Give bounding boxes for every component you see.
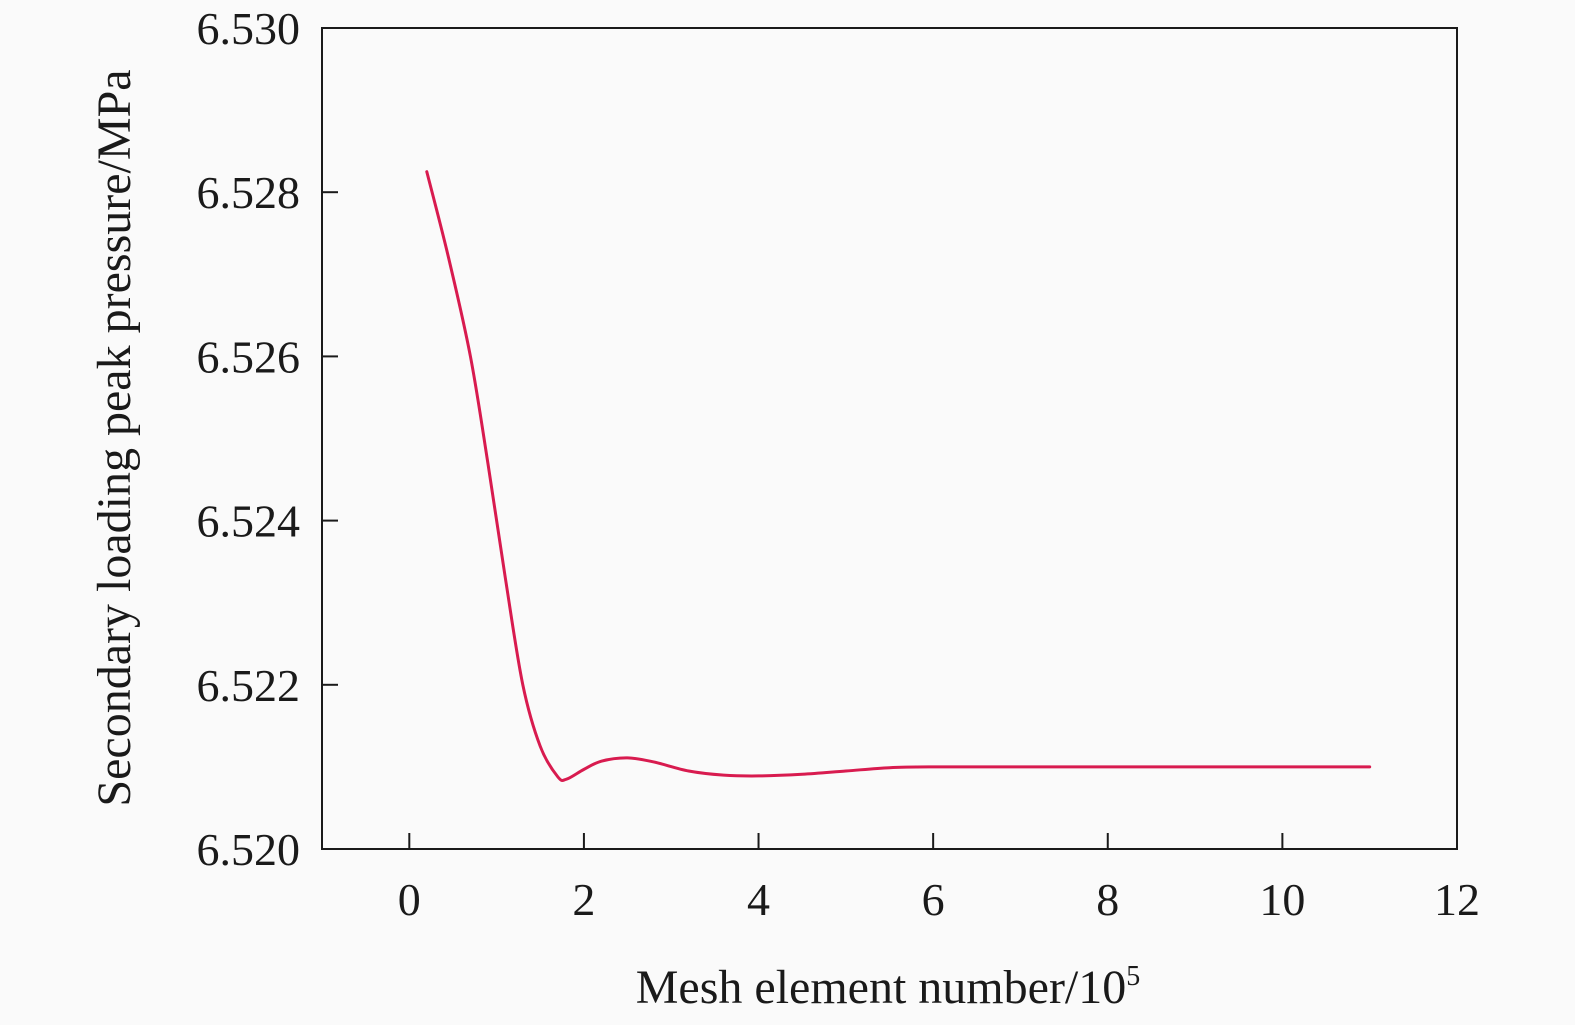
x-tick-label: 6 [922,874,945,925]
x-axis-title: Mesh element number/105 [636,961,1141,1014]
series-group [425,170,1372,782]
y-tick-label: 6.522 [197,660,301,711]
y-tick-label: 6.526 [197,331,301,382]
x-tick-label: 2 [572,874,595,925]
plot-frame [321,27,1458,850]
y-tick-label: 6.520 [197,824,301,875]
series-line [425,170,1372,782]
x-axis-title-superscript: 5 [1126,961,1140,992]
x-tick-label: 10 [1259,874,1305,925]
x-tick-label: 12 [1434,874,1480,925]
y-axis: 6.520 6.522 6.524 6.526 6.528 6.530 [197,3,338,875]
y-tick-label: 6.528 [197,167,301,218]
y-tick-label: 6.524 [197,496,301,547]
y-axis-title: Secondary loading peak pressure/MPa [88,69,141,806]
x-tick-label: 8 [1096,874,1119,925]
x-axis: 0 2 4 6 8 10 12 [398,833,1480,925]
x-tick-label: 4 [747,874,770,925]
x-axis-title-main: Mesh element number/10 [636,961,1127,1014]
x-tick-label: 0 [398,874,421,925]
y-tick-label: 6.530 [197,3,301,54]
